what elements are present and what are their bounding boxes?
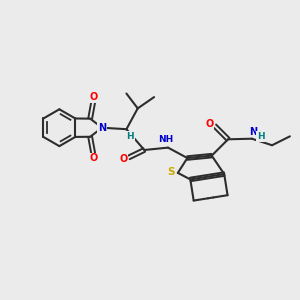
Text: O: O	[90, 154, 98, 164]
Text: O: O	[119, 154, 128, 164]
Text: S: S	[168, 167, 175, 177]
Text: O: O	[205, 118, 214, 128]
Text: N: N	[249, 127, 257, 136]
Text: O: O	[90, 92, 98, 102]
Text: N: N	[98, 123, 106, 133]
Text: H: H	[257, 132, 265, 141]
Text: H: H	[126, 132, 134, 141]
Text: NH: NH	[158, 135, 173, 144]
